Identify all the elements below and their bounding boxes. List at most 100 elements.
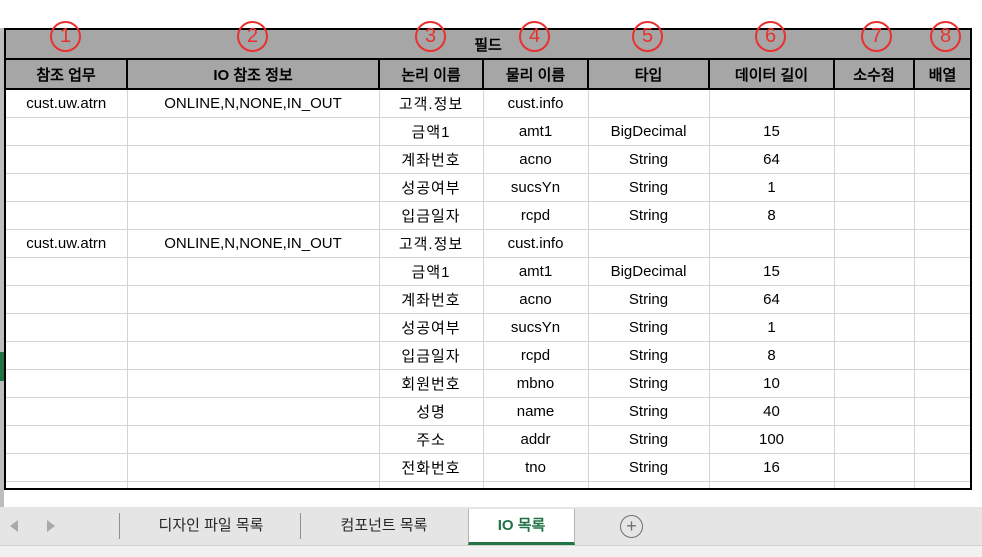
cell[interactable]: 고객.정보 (378, 228, 484, 258)
cell[interactable]: tno (482, 452, 589, 482)
cell[interactable] (913, 368, 972, 398)
cell[interactable] (126, 424, 380, 454)
cell[interactable]: 금액1 (378, 256, 484, 286)
cell[interactable]: 입금일자 (378, 200, 484, 230)
cell[interactable]: BigDecimal (587, 116, 710, 146)
cell[interactable]: addr (482, 424, 589, 454)
cell[interactable] (833, 144, 915, 174)
cell[interactable] (4, 144, 128, 174)
cell[interactable] (913, 312, 972, 342)
cell[interactable] (913, 88, 972, 118)
cell[interactable] (126, 340, 380, 370)
cell[interactable] (126, 396, 380, 426)
cell[interactable]: 15 (708, 116, 835, 146)
cell[interactable]: String (587, 396, 710, 426)
cell[interactable] (4, 116, 128, 146)
cell[interactable]: amt1 (482, 116, 589, 146)
cell[interactable] (913, 340, 972, 370)
cell[interactable] (833, 200, 915, 230)
cell[interactable] (4, 200, 128, 230)
cell[interactable] (4, 312, 128, 342)
cell[interactable] (126, 200, 380, 230)
cell[interactable]: 1 (708, 172, 835, 202)
cell[interactable]: 1 (708, 312, 835, 342)
cell[interactable]: String (587, 340, 710, 370)
cell[interactable]: rcpd (482, 200, 589, 230)
header-logical-name[interactable]: 논리 이름 (378, 58, 484, 90)
cell[interactable]: acno (482, 144, 589, 174)
cell[interactable] (126, 172, 380, 202)
cell[interactable] (913, 452, 972, 482)
header-type[interactable]: 타입 (587, 58, 710, 90)
cell[interactable] (378, 480, 484, 490)
cell[interactable] (833, 256, 915, 286)
cell[interactable] (126, 116, 380, 146)
cell[interactable] (4, 340, 128, 370)
cell[interactable]: mbno (482, 368, 589, 398)
add-sheet-button[interactable]: + (620, 515, 643, 538)
cell[interactable] (4, 424, 128, 454)
header-io-ref-info[interactable]: IO 참조 정보 (126, 58, 380, 90)
header-physical-name[interactable]: 물리 이름 (482, 58, 589, 90)
cell[interactable]: String (587, 200, 710, 230)
cell[interactable] (4, 284, 128, 314)
cell[interactable]: sucsYn (482, 312, 589, 342)
cell[interactable]: 15 (708, 256, 835, 286)
cell[interactable]: String (587, 452, 710, 482)
tab-component-list[interactable]: 컴포넌트 목록 (340, 517, 428, 534)
cell[interactable] (833, 228, 915, 258)
cell[interactable] (833, 424, 915, 454)
cell[interactable]: 10 (708, 368, 835, 398)
cell[interactable]: 금액1 (378, 116, 484, 146)
cell[interactable] (833, 88, 915, 118)
cell[interactable]: String (587, 424, 710, 454)
cell[interactable]: cust.info (482, 88, 589, 118)
cell[interactable]: 고객.정보 (378, 88, 484, 118)
cell[interactable]: 100 (708, 424, 835, 454)
cell[interactable] (913, 228, 972, 258)
cell[interactable] (833, 480, 915, 490)
cell[interactable] (913, 284, 972, 314)
cell[interactable]: cust.uw.atrn (4, 228, 128, 258)
cell[interactable]: acno (482, 284, 589, 314)
cell[interactable] (708, 480, 835, 490)
cell[interactable]: String (587, 368, 710, 398)
cell[interactable] (833, 396, 915, 426)
cell[interactable] (833, 116, 915, 146)
cell[interactable] (833, 368, 915, 398)
cell[interactable]: 성명 (378, 396, 484, 426)
cell[interactable]: name (482, 396, 589, 426)
cell[interactable] (913, 424, 972, 454)
cell[interactable] (833, 172, 915, 202)
cell[interactable]: ONLINE,N,NONE,IN_OUT (126, 88, 380, 118)
cell[interactable] (587, 480, 710, 490)
cell[interactable] (833, 452, 915, 482)
cell[interactable]: 계좌번호 (378, 144, 484, 174)
cell[interactable]: BigDecimal (587, 256, 710, 286)
cell[interactable]: 계좌번호 (378, 284, 484, 314)
cell[interactable]: 성공여부 (378, 172, 484, 202)
cell[interactable]: 40 (708, 396, 835, 426)
cell[interactable]: 성공여부 (378, 312, 484, 342)
cell[interactable] (833, 340, 915, 370)
cell[interactable]: String (587, 172, 710, 202)
cell[interactable]: String (587, 284, 710, 314)
cell[interactable]: sucsYn (482, 172, 589, 202)
cell[interactable] (4, 368, 128, 398)
cell[interactable]: 주소 (378, 424, 484, 454)
cell[interactable]: cust.uw.atrn (4, 88, 128, 118)
cell[interactable]: rcpd (482, 340, 589, 370)
cell[interactable]: 64 (708, 144, 835, 174)
cell[interactable] (587, 88, 710, 118)
header-data-length[interactable]: 데이터 길이 (708, 58, 835, 90)
cell[interactable]: 입금일자 (378, 340, 484, 370)
cell[interactable] (913, 172, 972, 202)
cell[interactable] (4, 452, 128, 482)
cell[interactable] (126, 368, 380, 398)
cell[interactable] (913, 480, 972, 490)
cell[interactable] (4, 480, 128, 490)
cell[interactable] (126, 284, 380, 314)
cell[interactable]: String (587, 144, 710, 174)
cell[interactable] (126, 256, 380, 286)
tab-design-file-list[interactable]: 디자인 파일 목록 (158, 517, 264, 534)
